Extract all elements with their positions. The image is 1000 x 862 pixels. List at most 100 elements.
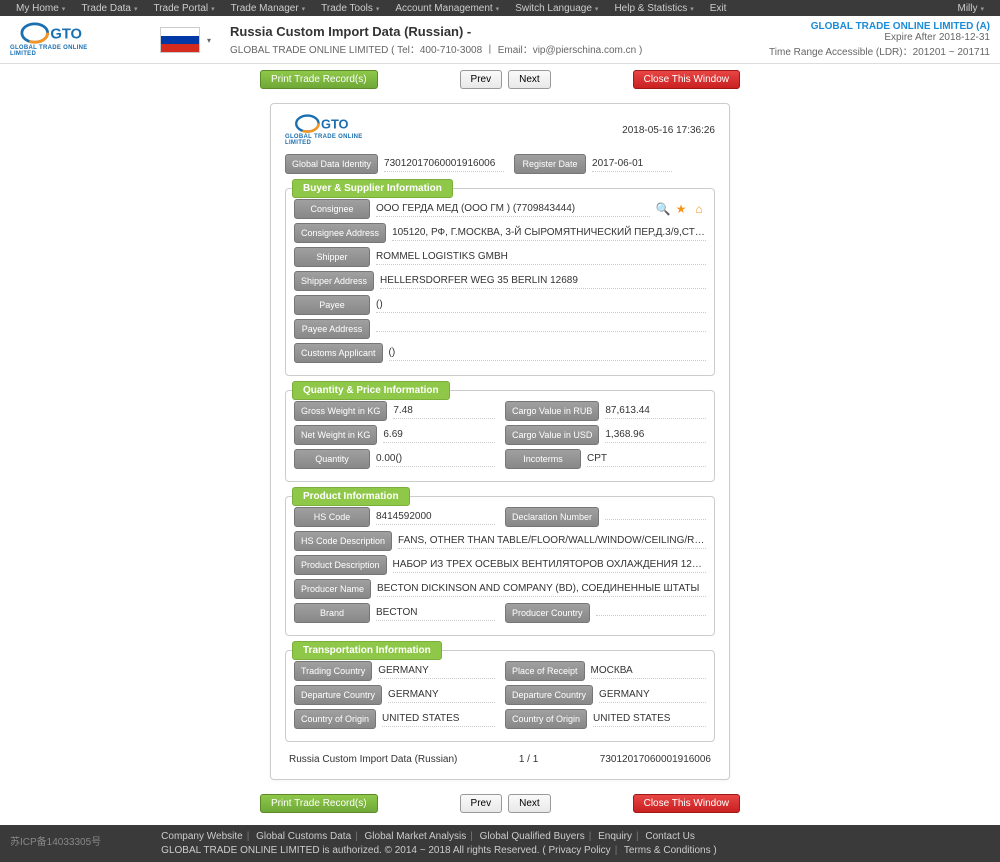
value-origin2: UNITED STATES <box>593 711 706 727</box>
footer-copyright: GLOBAL TRADE ONLINE LIMITED is authorize… <box>161 845 990 856</box>
label-identity: Global Data Identity <box>285 154 378 174</box>
footer-links-1: Company Website| Global Customs Data| Gl… <box>161 831 990 842</box>
value-net: 6.69 <box>383 427 495 443</box>
nav-right: Milly <box>949 3 992 14</box>
footer-id: 73012017060001916006 <box>600 754 711 765</box>
link-qualified-buyers[interactable]: Global Qualified Buyers <box>480 831 585 842</box>
label-net: Net Weight in KG <box>294 425 377 445</box>
next-button[interactable]: Next <box>508 70 551 89</box>
icp-text: 苏ICP备14033305号 <box>10 831 101 848</box>
link-privacy[interactable]: Privacy Policy <box>548 845 610 856</box>
section-title-transport: Transportation Information <box>292 641 442 660</box>
label-inco: Incoterms <box>505 449 581 469</box>
prev-button-bottom[interactable]: Prev <box>460 794 503 813</box>
header-title-block: Russia Custom Import Data (Russian) - GL… <box>230 24 769 56</box>
value-receipt: МОСКВА <box>591 663 706 679</box>
page-title: Russia Custom Import Data (Russian) - <box>230 24 769 39</box>
nav-trade-manager[interactable]: Trade Manager <box>223 3 314 14</box>
country-flag[interactable]: ▾ <box>160 27 200 53</box>
label-departure2: Departure Country <box>505 685 593 705</box>
value-hsdesc: FANS, OTHER THAN TABLE/FLOOR/WALL/WINDOW… <box>398 533 706 549</box>
label-hs: HS Code <box>294 507 370 527</box>
label-origin: Country of Origin <box>294 709 376 729</box>
section-title-product: Product Information <box>292 487 410 506</box>
label-receipt: Place of Receipt <box>505 661 585 681</box>
header-account-info: GLOBAL TRADE ONLINE LIMITED (A) Expire A… <box>769 21 990 58</box>
search-icon[interactable]: 🔍 <box>656 202 670 216</box>
value-brand: BECTON <box>376 605 495 621</box>
section-buyer: Buyer & Supplier Information Consignee О… <box>285 188 715 376</box>
label-brand: Brand <box>294 603 370 623</box>
value-shipper-addr: HELLERSDORFER WEG 35 BERLIN 12689 <box>380 273 706 289</box>
value-identity: 73012017060001916006 <box>384 156 504 172</box>
nav-trade-tools[interactable]: Trade Tools <box>313 3 387 14</box>
report-logo-text: GLOBAL TRADE ONLINE LIMITED <box>285 134 365 146</box>
nav-trade-data[interactable]: Trade Data <box>73 3 145 14</box>
value-payee-addr <box>376 327 706 332</box>
prev-button[interactable]: Prev <box>460 70 503 89</box>
nav-exit[interactable]: Exit <box>702 3 738 14</box>
footer-bar: 苏ICP备14033305号 Company Website| Global C… <box>0 825 1000 862</box>
nav-trade-portal[interactable]: Trade Portal <box>145 3 222 14</box>
top-nav: My Home Trade Data Trade Portal Trade Ma… <box>0 0 1000 16</box>
value-gross: 7.48 <box>393 403 495 419</box>
value-rub: 87,613.44 <box>605 403 706 419</box>
next-button-bottom[interactable]: Next <box>508 794 551 813</box>
section-transport: Transportation Information Trading Count… <box>285 650 715 742</box>
account-range: Time Range Accessible (LDR)：201201 ~ 201… <box>769 43 990 58</box>
logo-text: GLOBAL TRADE ONLINE LIMITED <box>10 45 100 57</box>
account-expire: Expire After 2018-12-31 <box>769 32 990 43</box>
link-company-website[interactable]: Company Website <box>161 831 243 842</box>
link-market-analysis[interactable]: Global Market Analysis <box>365 831 467 842</box>
value-shipper: ROMMEL LOGISTIKS GMBH <box>376 249 706 265</box>
label-decl: Declaration Number <box>505 507 599 527</box>
label-customs: Customs Applicant <box>294 343 383 363</box>
print-button-bottom[interactable]: Print Trade Record(s) <box>260 794 378 813</box>
value-inco: CPT <box>587 451 706 467</box>
svg-text:GTO: GTO <box>321 116 349 131</box>
report-card: GTO GLOBAL TRADE ONLINE LIMITED 2018-05-… <box>270 103 730 780</box>
nav-account-mgmt[interactable]: Account Management <box>387 3 507 14</box>
value-hs: 8414592000 <box>376 509 495 525</box>
label-gross: Gross Weight in KG <box>294 401 387 421</box>
value-payee: () <box>376 297 706 313</box>
nav-user[interactable]: Milly <box>949 3 992 14</box>
star-icon[interactable]: ★ <box>674 202 688 216</box>
report-footer: Russia Custom Import Data (Russian) 1 / … <box>285 754 715 765</box>
link-terms[interactable]: Terms & Conditions <box>624 845 711 856</box>
value-consignee: ООО ГЕРДА МЕД (ООО ГМ ) (7709843444) <box>376 201 650 217</box>
label-regdate: Register Date <box>514 154 586 174</box>
close-button-bottom[interactable]: Close This Window <box>633 794 740 813</box>
label-shipper: Shipper <box>294 247 370 267</box>
link-enquiry[interactable]: Enquiry <box>598 831 632 842</box>
nav-left: My Home Trade Data Trade Portal Trade Ma… <box>8 3 737 14</box>
value-departure: GERMANY <box>388 687 495 703</box>
nav-switch-lang[interactable]: Switch Language <box>507 3 606 14</box>
print-button[interactable]: Print Trade Record(s) <box>260 70 378 89</box>
link-global-customs[interactable]: Global Customs Data <box>256 831 351 842</box>
value-origin: UNITED STATES <box>382 711 495 727</box>
footer-source: Russia Custom Import Data (Russian) <box>289 754 457 765</box>
home-icon[interactable]: ⌂ <box>692 202 706 216</box>
close-button[interactable]: Close This Window <box>633 70 740 89</box>
value-producer: BECTON DICKINSON AND COMPANY (BD), СОЕДИ… <box>377 581 706 597</box>
label-trading: Trading Country <box>294 661 372 681</box>
section-title-qty: Quantity & Price Information <box>292 381 450 400</box>
section-product: Product Information HS Code8414592000 De… <box>285 496 715 636</box>
label-proddesc: Product Description <box>294 555 387 575</box>
page-subtitle: GLOBAL TRADE ONLINE LIMITED ( Tel：400-71… <box>230 41 769 56</box>
value-regdate: 2017-06-01 <box>592 156 672 172</box>
nav-help-stats[interactable]: Help & Statistics <box>606 3 701 14</box>
value-prodcountry <box>596 611 706 616</box>
account-company: GLOBAL TRADE ONLINE LIMITED (A) <box>769 21 990 32</box>
value-usd: 1,368.96 <box>605 427 706 443</box>
label-origin2: Country of Origin <box>505 709 587 729</box>
label-consignee: Consignee <box>294 199 370 219</box>
report-logo: GTO GLOBAL TRADE ONLINE LIMITED <box>285 114 365 146</box>
label-quantity: Quantity <box>294 449 370 469</box>
nav-my-home[interactable]: My Home <box>8 3 73 14</box>
value-trading: GERMANY <box>378 663 495 679</box>
label-usd: Cargo Value in USD <box>505 425 599 445</box>
link-contact[interactable]: Contact Us <box>645 831 694 842</box>
value-departure2: GERMANY <box>599 687 706 703</box>
